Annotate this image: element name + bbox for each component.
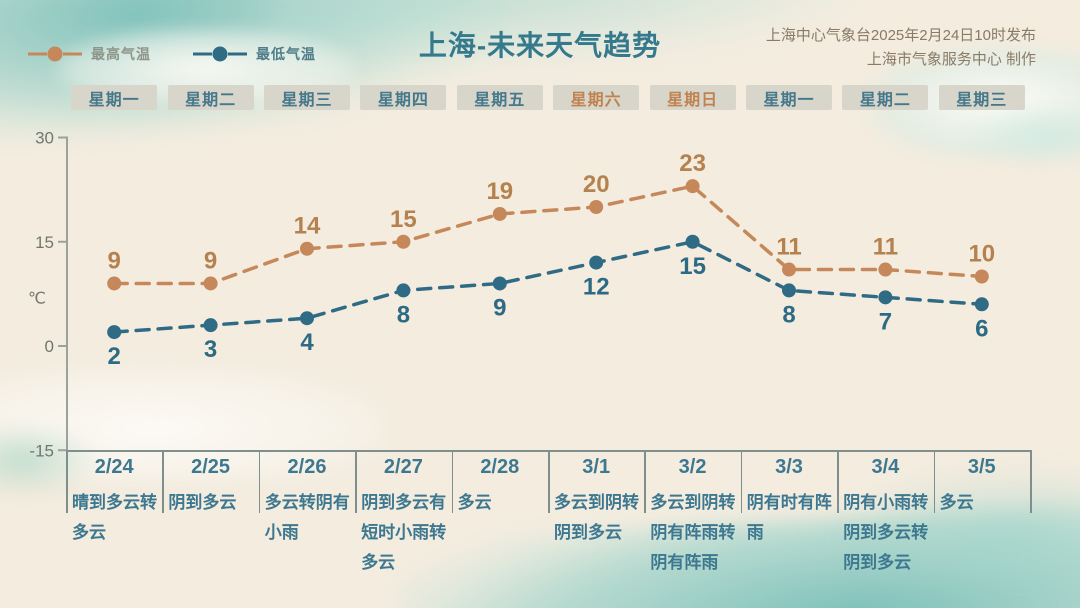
high-temp-dot: [107, 276, 122, 291]
weather-cell: 多云: [457, 493, 492, 512]
high-value-label: 14: [294, 213, 321, 240]
high-temp-dot: [589, 200, 604, 214]
table-divider: [1030, 450, 1032, 513]
high-temp-dot: [685, 179, 700, 194]
low-value-label: 3: [204, 336, 217, 363]
weekday-pill: 星期日: [649, 85, 736, 110]
low-value-label: 8: [397, 301, 410, 328]
low-temp-dot: [685, 234, 700, 249]
y-tick-label: -15: [29, 441, 54, 460]
low-temp-dot: [589, 255, 604, 270]
table-divider: [258, 450, 261, 513]
table-divider: [548, 450, 550, 513]
high-temp-dot: [782, 262, 796, 277]
high-value-label: 20: [583, 171, 610, 198]
low-temp-dot: [107, 325, 122, 340]
low-temp-dot: [974, 297, 989, 312]
date-cell: 2/26: [287, 455, 327, 478]
high-temp-line: [112, 184, 984, 286]
y-tick-label: 30: [35, 129, 54, 148]
low-value-label: 9: [493, 294, 506, 321]
weather-cell: 多云: [939, 493, 974, 512]
low-temp-dot: [300, 311, 314, 326]
date-cell: 3/4: [871, 455, 900, 478]
high-value-label: 11: [776, 234, 801, 261]
celsius-unit-label: ℃: [28, 290, 46, 307]
date-cell: 3/3: [775, 455, 803, 478]
high-temp-dot: [878, 262, 893, 277]
weather-cell: 阴有小雨转阴到多云转阴到多云: [843, 493, 929, 572]
high-value-label: 19: [486, 178, 513, 205]
high-temp-dot: [492, 206, 507, 221]
low-value-label: 8: [782, 301, 795, 328]
weekday-pill: 星期六: [553, 85, 640, 110]
date-cell: 2/28: [480, 455, 520, 478]
date-cell: 3/5: [967, 455, 996, 478]
high-value-label: 23: [679, 150, 706, 177]
date-cell: 2/27: [383, 455, 423, 478]
weather-cell: 晴到多云转多云: [72, 493, 157, 542]
weather-cell: 阴有时有阵雨: [746, 493, 832, 542]
date-cell: 2/25: [191, 455, 231, 478]
low-value-label: 7: [879, 308, 892, 335]
low-value-label: 4: [300, 329, 314, 356]
y-tick-label: 0: [45, 337, 54, 356]
high-value-label: 9: [204, 247, 217, 274]
table-divider: [451, 450, 454, 513]
table-divider: [837, 450, 839, 513]
low-value-label: 6: [975, 315, 988, 342]
low-temp-dot: [878, 290, 893, 305]
date-cell: 3/1: [582, 455, 611, 478]
high-value-label: 15: [390, 206, 417, 233]
date-cell: 3/2: [678, 455, 707, 478]
low-temp-dot: [396, 283, 411, 298]
low-temp-dot: [203, 318, 218, 333]
low-value-label: 15: [679, 253, 706, 280]
low-temp-line: [112, 239, 984, 334]
weather-cell: 多云到阴转阴有阵雨转阴有阵雨: [650, 493, 736, 572]
weather-cell: 阴到多云有短时小雨转多云: [361, 493, 447, 572]
high-temp-dot: [300, 241, 314, 256]
weather-cell: 多云转阴有小雨: [264, 493, 350, 542]
high-temp-dot: [396, 234, 411, 249]
low-temp-dot: [782, 283, 796, 298]
y-tick-label: 15: [35, 233, 54, 252]
table-divider: [644, 450, 646, 513]
date-cell: 2/24: [94, 455, 134, 478]
low-temp-dot: [492, 276, 507, 291]
table-divider: [162, 450, 164, 513]
table-divider: [740, 450, 743, 513]
high-value-label: 11: [873, 234, 898, 261]
weather-cell: 多云到阴转阴到多云: [554, 493, 639, 542]
weekday-pill: 星期一: [746, 85, 832, 110]
low-value-label: 12: [583, 274, 610, 301]
high-value-label: 9: [108, 247, 121, 274]
table-divider: [355, 450, 357, 513]
low-value-label: 2: [108, 343, 121, 370]
high-temp-dot: [974, 269, 989, 284]
high-value-label: 10: [968, 241, 995, 268]
high-temp-dot: [203, 276, 218, 291]
weather-cell: 阴到多云: [168, 493, 237, 512]
